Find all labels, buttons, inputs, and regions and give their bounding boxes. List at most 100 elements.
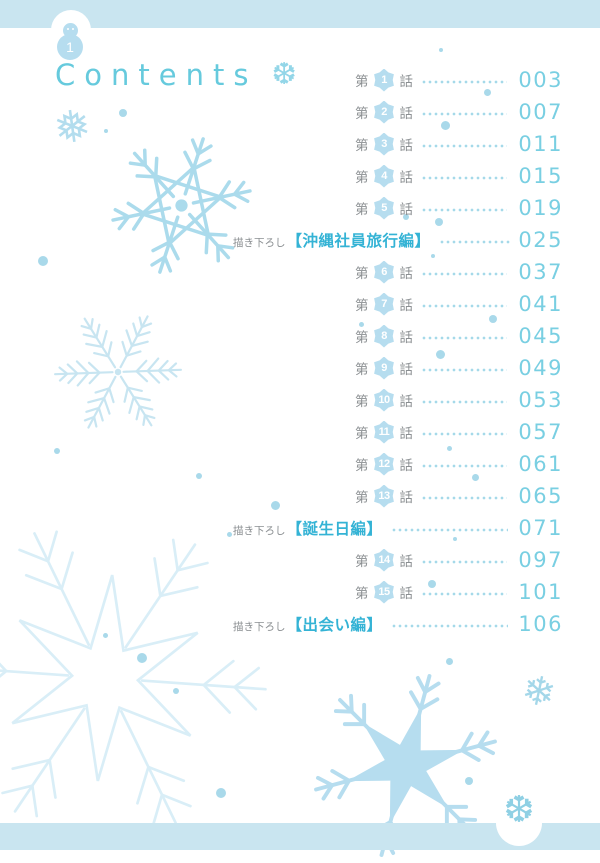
toc-row: 第 15 話 101 <box>233 576 563 608</box>
chapter-suffix: 話 <box>399 74 414 89</box>
chapter-suffix: 話 <box>399 586 414 601</box>
chapter-number-badge: 8 <box>374 324 394 348</box>
chapter-number-badge: 2 <box>374 100 394 124</box>
page-number: 041 <box>518 292 563 316</box>
chapter-number-badge: 7 <box>374 292 394 316</box>
special-title: 【誕生日編】 <box>286 521 383 538</box>
snow-dot <box>471 473 479 481</box>
snowman-eye <box>72 28 75 31</box>
dotted-leader <box>421 592 507 596</box>
dotted-leader <box>421 368 507 372</box>
dotted-leader <box>390 528 509 532</box>
chapter-number: 7 <box>381 298 387 310</box>
snow-dot <box>196 473 202 479</box>
dotted-leader <box>421 304 507 308</box>
snow-dot <box>119 109 127 117</box>
snowflake-outline-giant-icon <box>0 520 269 836</box>
snow-dot <box>137 653 147 663</box>
page-number: 053 <box>518 388 563 412</box>
chapter-prefix: 第 <box>355 394 369 409</box>
chapter-prefix: 第 <box>355 362 369 377</box>
chapter-prefix: 第 <box>355 106 369 121</box>
chapter-suffix: 話 <box>399 490 414 505</box>
chapter-number: 6 <box>381 266 387 278</box>
page-number: 057 <box>518 420 563 444</box>
dotted-leader <box>421 208 507 212</box>
dotted-leader <box>421 176 507 180</box>
dotted-leader <box>421 336 507 340</box>
dotted-leader <box>421 80 507 84</box>
chapter-prefix: 第 <box>355 586 369 601</box>
snowflake-small-line-icon: ❄ <box>517 666 560 718</box>
title-snowflake-icon: ❆ <box>271 57 297 92</box>
chapter-prefix: 第 <box>355 170 369 185</box>
chapter-number-badge: 9 <box>374 356 394 380</box>
snowman-eye <box>67 28 70 31</box>
toc-row: 第 11 話 057 <box>233 416 563 448</box>
chapter-number-badge: 12 <box>374 452 394 476</box>
toc-row: 第 13 話 065 <box>233 480 563 512</box>
page-number: 011 <box>518 132 563 156</box>
chapter-prefix: 第 <box>355 426 369 441</box>
snowflake-line-large-icon <box>108 133 255 278</box>
chapter-prefix: 第 <box>355 202 369 217</box>
chapter-number: 3 <box>381 138 387 150</box>
special-label: 描き下ろし 【出会い編】 <box>233 613 383 635</box>
snow-dot <box>431 254 435 258</box>
chapter-number: 12 <box>378 458 390 470</box>
chapter-label: 第 13 話 <box>355 484 414 508</box>
page-number: 101 <box>518 580 563 604</box>
snowman-body <box>57 34 83 60</box>
chapter-number: 2 <box>381 106 387 118</box>
page-number: 015 <box>518 164 563 188</box>
snow-dot <box>465 777 473 785</box>
chapter-prefix: 第 <box>355 298 369 313</box>
chapter-suffix: 話 <box>399 298 414 313</box>
chapter-number: 13 <box>378 490 390 502</box>
dotted-leader <box>390 624 509 628</box>
chapter-suffix: 話 <box>399 202 414 217</box>
page-number: 097 <box>518 548 563 572</box>
page-number: 106 <box>518 612 563 636</box>
special-title: 【沖縄社員旅行編】 <box>286 233 431 250</box>
toc-row-special: 描き下ろし 【沖縄社員旅行編】 025 <box>233 224 563 256</box>
chapter-number: 1 <box>381 74 387 86</box>
chapter-number-badge: 1 <box>374 68 394 92</box>
chapter-number: 15 <box>378 586 390 598</box>
chapter-number: 4 <box>381 170 387 182</box>
snow-dot <box>38 256 48 266</box>
snow-dot <box>446 445 452 451</box>
chapter-suffix: 話 <box>399 106 414 121</box>
page-number: 045 <box>518 324 563 348</box>
page-header: Contents ❆ <box>55 58 297 92</box>
chapter-number-badge: 10 <box>374 388 394 412</box>
toc-row: 第 14 話 097 <box>233 544 563 576</box>
dotted-leader <box>421 112 507 116</box>
snow-dot <box>226 531 232 537</box>
chapter-label: 第 14 話 <box>355 548 414 572</box>
chapter-suffix: 話 <box>399 362 414 377</box>
snowflake-fern-icon <box>53 309 183 435</box>
chapter-number: 5 <box>381 202 387 214</box>
page-number: 071 <box>518 516 563 540</box>
page-number: 025 <box>518 228 563 252</box>
snow-dot <box>483 88 491 96</box>
dotted-leader <box>438 240 513 244</box>
chapter-suffix: 話 <box>399 554 414 569</box>
chapter-number-badge: 5 <box>374 196 394 220</box>
chapter-number-badge: 13 <box>374 484 394 508</box>
snow-dot <box>435 218 443 226</box>
